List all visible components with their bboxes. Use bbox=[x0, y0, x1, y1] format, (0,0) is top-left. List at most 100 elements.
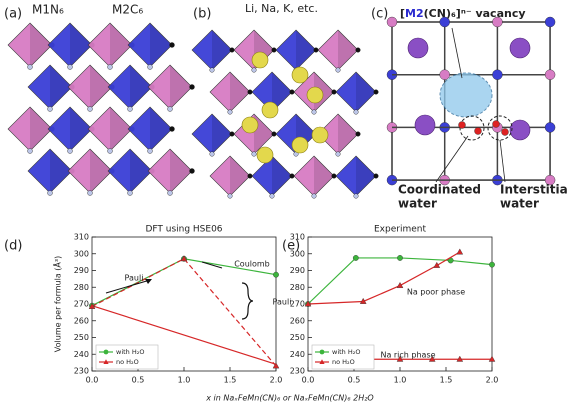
vacancy bbox=[439, 72, 493, 118]
y-tick-label: 270 bbox=[74, 300, 89, 309]
x-tick-label: 0.0 bbox=[86, 376, 99, 385]
x-tick-label: 1.5 bbox=[440, 376, 453, 385]
atom bbox=[227, 193, 233, 199]
y-axis-label: Volume per formula (Å³) bbox=[52, 256, 63, 352]
atom bbox=[544, 69, 556, 80]
atom bbox=[67, 148, 73, 154]
ion bbox=[509, 119, 531, 141]
ion bbox=[311, 126, 329, 144]
x-tick-label: 0.5 bbox=[132, 376, 145, 385]
panel-label: (e) bbox=[282, 239, 300, 254]
atom bbox=[251, 151, 257, 157]
ion bbox=[306, 86, 324, 104]
y-tick-label: 260 bbox=[74, 316, 89, 325]
ion bbox=[291, 136, 309, 154]
y-tick-label: 270 bbox=[290, 300, 305, 309]
atom bbox=[167, 106, 173, 112]
marker bbox=[489, 261, 495, 268]
structure-label: M1N₆ bbox=[32, 3, 64, 17]
atom bbox=[87, 190, 93, 196]
y-tick-label: 310 bbox=[290, 233, 305, 242]
octahedron-face bbox=[110, 107, 132, 151]
atom bbox=[544, 174, 556, 186]
octahedron-face bbox=[150, 23, 172, 67]
atom bbox=[355, 47, 361, 53]
marker bbox=[304, 300, 312, 307]
octahedron-face bbox=[70, 23, 92, 67]
atom bbox=[492, 16, 503, 28]
atom bbox=[167, 190, 173, 196]
brace bbox=[241, 282, 254, 320]
x-tick-label: 0.5 bbox=[348, 376, 361, 385]
atom bbox=[169, 42, 175, 48]
ion bbox=[251, 51, 269, 69]
marker bbox=[396, 355, 404, 362]
octahedron-face bbox=[338, 30, 358, 70]
ion bbox=[414, 114, 436, 136]
x-tick-label: 2.0 bbox=[486, 376, 499, 385]
marker bbox=[88, 302, 96, 309]
y-tick-label: 240 bbox=[74, 350, 89, 359]
atom bbox=[27, 148, 33, 154]
annotation: Pauli bbox=[125, 274, 144, 283]
atom bbox=[439, 16, 450, 28]
atom bbox=[501, 128, 509, 136]
arrowhead bbox=[145, 279, 152, 284]
octahedron-face bbox=[272, 72, 292, 112]
atom bbox=[335, 151, 341, 157]
marker bbox=[488, 355, 496, 362]
octahedron-face bbox=[110, 23, 132, 67]
octahedron-face bbox=[90, 65, 112, 109]
atom bbox=[269, 193, 275, 199]
y-tick-label: 230 bbox=[74, 367, 89, 376]
annotation: Na poor phase bbox=[407, 288, 465, 297]
octahedron-face bbox=[170, 149, 192, 193]
pointer bbox=[435, 135, 469, 183]
y-tick-label: 240 bbox=[290, 350, 305, 359]
pointer bbox=[451, 27, 463, 79]
atom bbox=[227, 109, 233, 115]
marker bbox=[428, 355, 436, 362]
marker bbox=[180, 255, 188, 262]
atom bbox=[87, 106, 93, 112]
octahedron-face bbox=[212, 114, 232, 154]
annotation: Pauli bbox=[273, 298, 292, 307]
x-tick-label: 0.0 bbox=[302, 376, 315, 385]
ion bbox=[291, 66, 309, 84]
atom bbox=[147, 64, 153, 70]
series-line bbox=[91, 258, 277, 367]
label-part: [ bbox=[400, 7, 405, 20]
atom bbox=[474, 127, 482, 135]
atom bbox=[311, 193, 317, 199]
arrow bbox=[201, 261, 223, 269]
ion bbox=[256, 146, 274, 164]
atom bbox=[209, 67, 215, 73]
y-tick-label: 300 bbox=[290, 249, 305, 258]
octahedron-face bbox=[230, 156, 250, 196]
legend-marker bbox=[103, 359, 109, 364]
octahedron-face bbox=[212, 30, 232, 70]
panel-label: (a) bbox=[4, 7, 22, 22]
structure-label: Interstitial bbox=[500, 183, 567, 197]
x-tick-label: 2.0 bbox=[270, 376, 283, 385]
octahedron-face bbox=[314, 156, 334, 196]
y-tick-label: 280 bbox=[74, 283, 89, 292]
atom bbox=[492, 69, 503, 80]
annotation: Coulomb bbox=[234, 260, 270, 269]
panel-label: (d) bbox=[4, 239, 22, 254]
structure-label: Li, Na, K, etc. bbox=[245, 2, 318, 15]
octahedron-face bbox=[272, 156, 292, 196]
label-part: M2 bbox=[405, 7, 424, 20]
marker bbox=[396, 281, 404, 288]
octahedron-face bbox=[338, 114, 358, 154]
y-tick-label: 280 bbox=[290, 283, 305, 292]
atom bbox=[169, 126, 175, 132]
structure-c bbox=[386, 16, 556, 186]
reference-line bbox=[91, 305, 277, 365]
legend-marker bbox=[319, 349, 325, 355]
y-tick-label: 310 bbox=[74, 233, 89, 242]
octahedron-face bbox=[230, 72, 250, 112]
pointer bbox=[499, 139, 506, 183]
atom bbox=[251, 67, 257, 73]
legend-box bbox=[311, 344, 375, 370]
